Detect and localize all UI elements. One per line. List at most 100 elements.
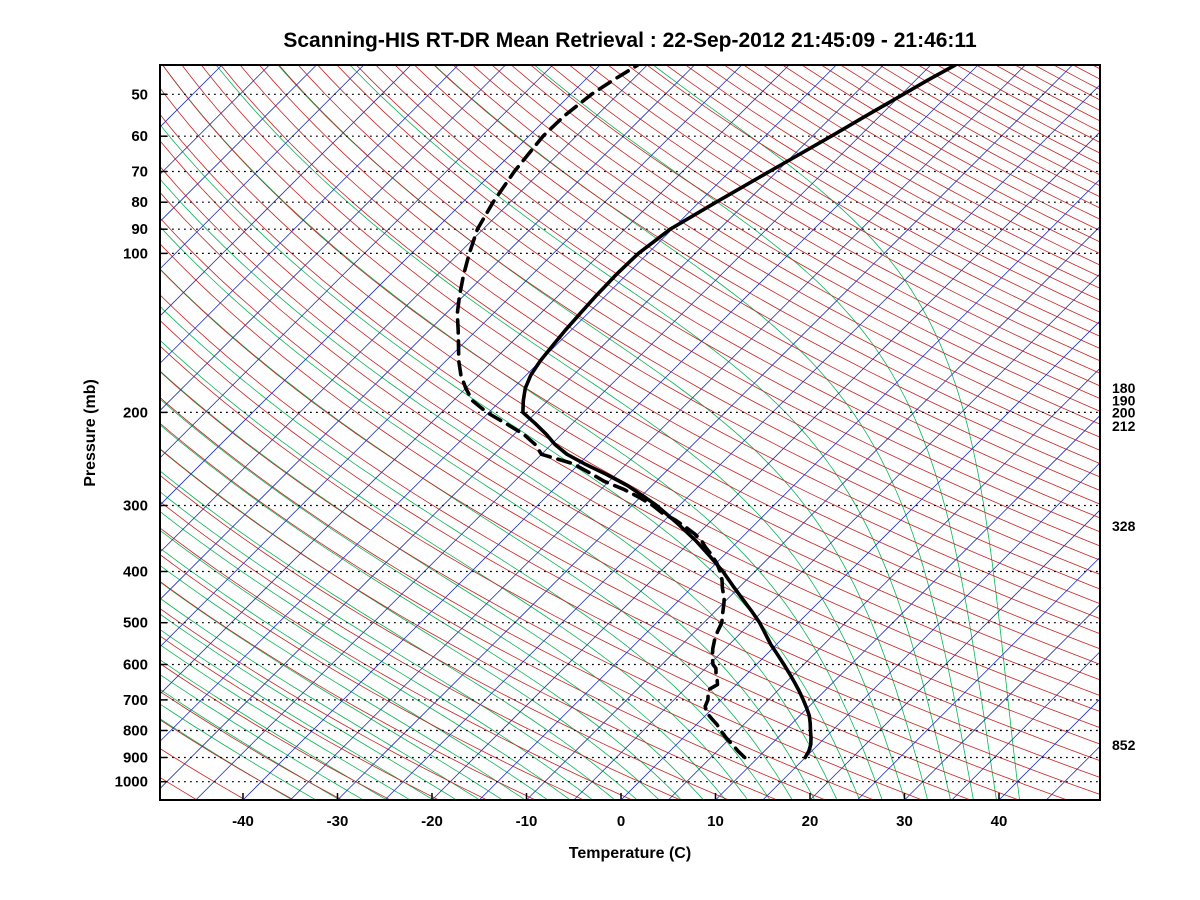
dry-adiabat-line [743,65,1100,266]
isotherm-line [762,462,1100,800]
dry-adiabat-line [160,345,971,800]
isotherm-line [904,603,1100,800]
moist-adiabat-line [160,581,503,800]
pressure-tick-label: 300 [123,498,148,515]
isotherm-line [526,225,1100,800]
dry-adiabat-line [801,65,1100,231]
dry-adiabat-line [181,65,1100,650]
dry-adiabat-line [297,65,1100,561]
moist-adiabat-line [653,65,1020,800]
isotherm-line [620,320,1100,800]
isotherm-line [715,414,1100,800]
temperature-tick-label: 0 [617,813,625,830]
isotherm-line [160,65,695,601]
moist-adiabat-line [215,65,906,800]
isotherm-line [290,65,1026,800]
moist-adiabat-line [534,65,997,800]
dry-adiabat-line [160,87,1100,681]
dry-adiabat-line [160,635,439,800]
y-axis-label: Pressure (mb) [82,379,99,487]
dry-adiabat-line [160,448,778,800]
right-pressure-label: 852 [1112,737,1136,753]
dewpoint-curve [455,65,747,760]
dry-adiabat-line [821,65,1100,220]
moist-adiabat-line [160,123,860,800]
pressure-gridlines [160,93,1100,783]
pressure-tick-label: 80 [131,194,148,211]
isotherm-line [337,65,1073,800]
dry-adiabat-line [160,140,1100,712]
isotherm-line [951,651,1100,800]
dry-adiabat-line [239,65,1100,605]
plot-frame-rect [159,64,1101,801]
x-axis-label: Temperature (C) [569,845,691,862]
moist-adiabat-line [160,339,749,800]
isotherm-line [160,65,506,412]
isotherm-line [195,65,932,800]
isotherm-line [160,65,365,270]
moist-adiabat-line [160,398,704,800]
dry-adiabat-line [336,65,1100,533]
dry-adiabat-line [160,580,536,800]
chart-title: Scanning-HIS RT-DR Mean Retrieval : 22-S… [283,29,977,52]
isotherm-line [160,65,743,648]
dry-adiabat-line [162,65,1100,665]
isotherm-line [573,273,1100,800]
plot-frame [159,64,1101,801]
isotherm-line [160,65,837,742]
moist-adiabat-line [160,424,682,800]
dry-adiabat-line [160,191,1100,745]
moist-adiabat-line [160,564,526,800]
isotherms [160,65,1100,800]
moist-adiabat-line [160,597,480,800]
moist-adiabat-line [162,65,883,800]
sounding-curves [455,65,958,760]
dry-adiabat-line [472,65,1100,438]
dry-adiabat-line [278,65,1100,575]
moist-adiabat-line [160,511,593,800]
dry-adiabat-line [160,554,584,800]
dry-adiabat-line [160,396,874,800]
isotherm-line [160,65,884,790]
dry-adiabat-line [160,268,1100,795]
temperature-tick-label: 40 [991,813,1008,830]
temperature-tick-label: -40 [232,813,254,830]
isotherm-line [160,65,317,223]
right-pressure-label: 190 [1112,393,1136,409]
dry-adiabat-line [356,65,1100,519]
pressure-tick-label: 100 [123,245,148,262]
pressure-tick-label: 700 [123,692,148,709]
dry-adiabat-line [607,65,1100,349]
temperature-tick-labels: -40 -30 -20 -10 0 10 20 30 40 [232,813,1007,830]
dry-adiabat-line [588,65,1100,362]
temperature-tick-label: -30 [327,813,349,830]
dry-adiabat-line [859,65,1100,198]
dry-adiabat-line [394,65,1100,491]
dry-adiabat-line [549,65,1100,387]
pressure-tick-label: 500 [123,615,148,632]
temperature-curve [521,65,958,760]
dry-adiabat-line [433,65,1100,464]
dry-adiabat-line [160,113,1100,696]
right-pressure-label: 328 [1112,518,1136,534]
temperature-tick-label: -10 [516,813,538,830]
temperature-tick-label: -20 [421,813,443,830]
dry-adiabat-line [160,243,1100,778]
pressure-tick-label: 800 [123,723,148,740]
dry-adiabat-line [627,65,1100,337]
pressure-tick-label: 90 [131,221,148,238]
right-pressure-label: 180 [1112,380,1136,396]
dry-adiabat-line [375,65,1100,505]
moist-adiabat-line [160,547,549,800]
pressure-tick-label: 600 [123,657,148,674]
isotherm-line [160,65,459,364]
pressure-tick-label: 70 [131,164,148,181]
moist-adiabat-line [160,448,660,800]
dry-adiabat-line [160,474,729,800]
moist-adiabat-line [160,613,457,800]
moist-adiabat-line [160,178,838,800]
